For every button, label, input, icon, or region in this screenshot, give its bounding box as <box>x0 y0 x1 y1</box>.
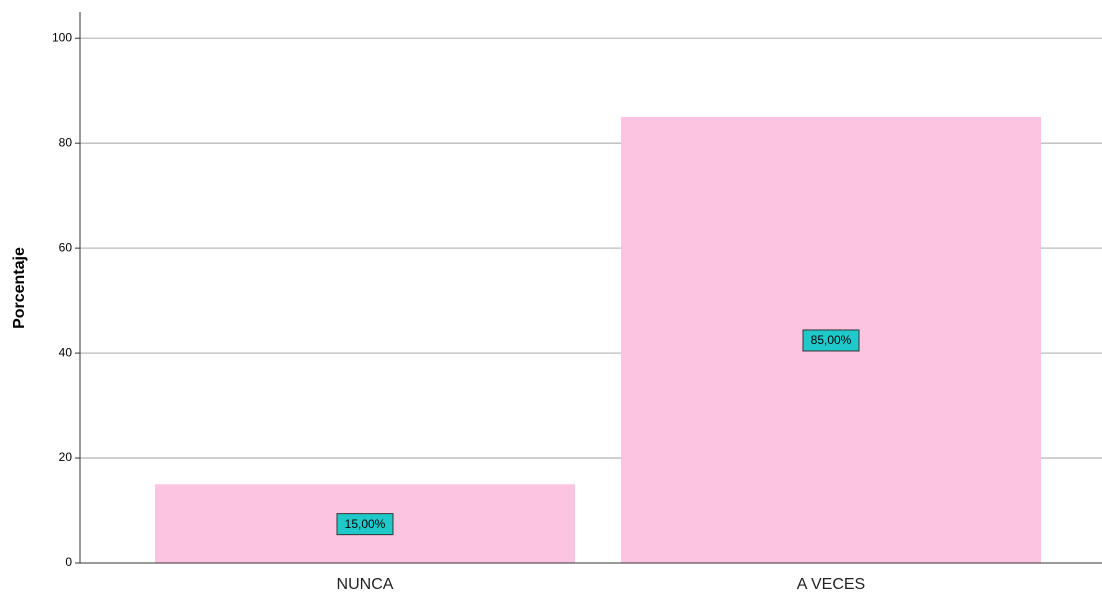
x-tick-label: NUNCA <box>337 576 394 593</box>
value-label: 15,00% <box>345 517 386 531</box>
x-tick-label: A VECES <box>797 576 865 593</box>
y-tick-label: 40 <box>59 345 73 359</box>
value-label-box <box>802 329 860 352</box>
value-label: 85,00% <box>811 333 852 347</box>
y-tick-label: 20 <box>59 450 73 464</box>
y-tick-label: 80 <box>59 135 73 149</box>
y-tick-label: 60 <box>59 240 73 254</box>
y-axis-label: Porcentaje <box>11 247 28 329</box>
y-tick-label: 0 <box>65 555 72 569</box>
y-tick-label: 100 <box>52 30 72 44</box>
value-label-box <box>336 513 394 536</box>
